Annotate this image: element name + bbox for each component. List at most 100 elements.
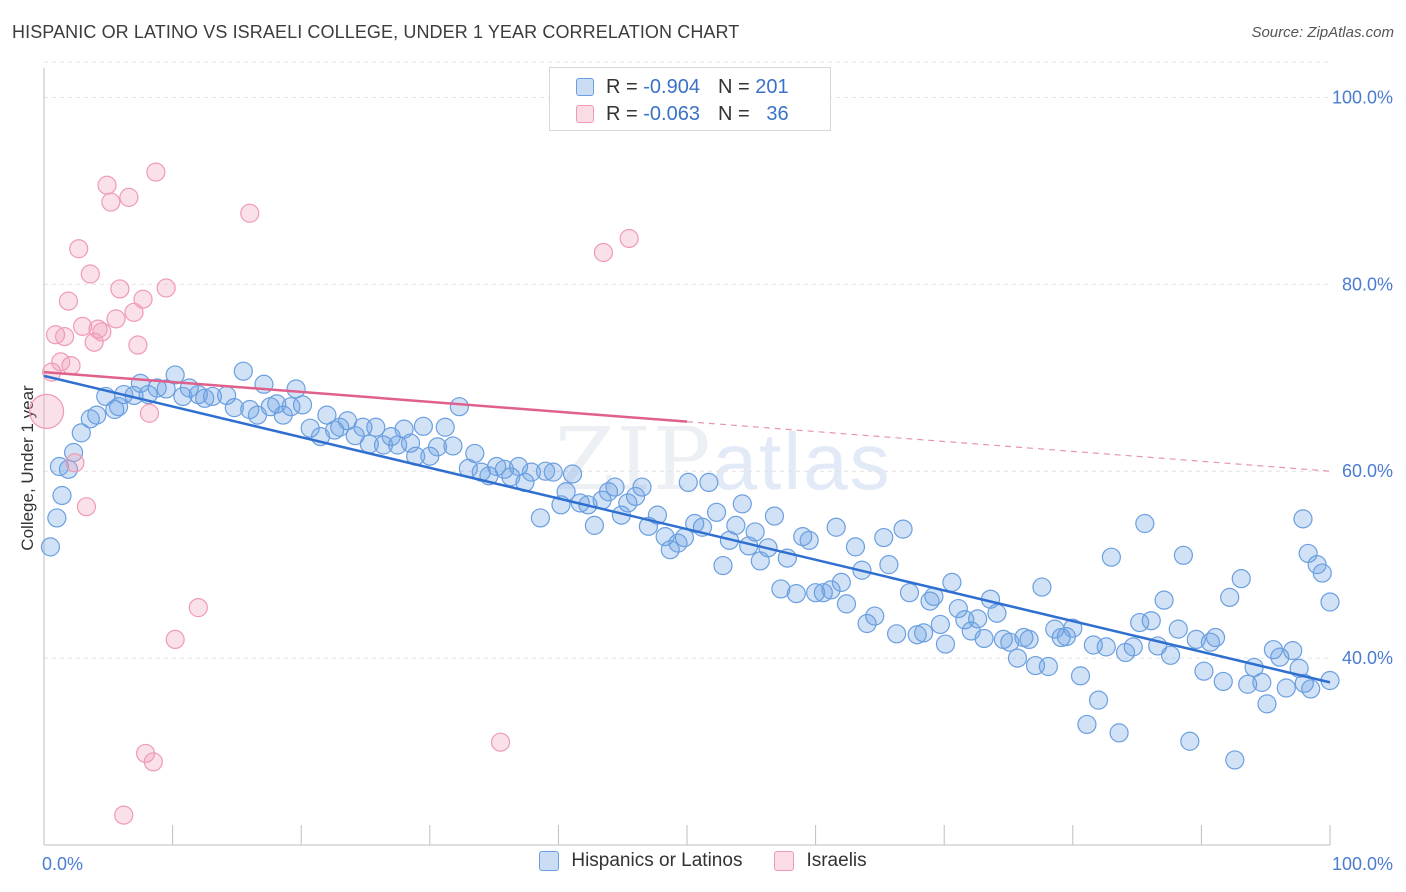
data-point-hispanics: [745, 522, 765, 542]
data-point-hispanics: [887, 624, 907, 644]
trend-line-israelis-extended: [686, 421, 1331, 472]
legend-n-value: 36: [766, 102, 789, 125]
legend-n-value: 201: [755, 75, 789, 98]
x-tick-label: 100.0%: [1332, 854, 1393, 874]
data-point-israelis: [188, 598, 208, 618]
data-point-israelis: [128, 335, 148, 355]
chart-title: HISPANIC OR LATINO VS ISRAELI COLLEGE, U…: [12, 22, 740, 42]
legend-r-value: -0.063: [643, 102, 700, 125]
legend-swatch-pink: [576, 105, 594, 123]
data-point-hispanics: [1263, 640, 1284, 660]
data-point-hispanics: [1168, 619, 1188, 639]
axes: [43, 68, 1331, 846]
legend-swatch-blue: [576, 78, 594, 96]
legend-row-hispanics: R = -0.904 N = 201: [576, 74, 789, 100]
legend-r-label: R =: [606, 75, 638, 98]
data-point-israelis: [69, 239, 89, 259]
data-point-israelis: [146, 162, 166, 182]
data-point-hispanics: [1283, 641, 1303, 661]
data-point-hispanics: [942, 572, 962, 592]
legend-label-israelis: Israelis: [806, 850, 867, 871]
data-point-hispanics: [625, 486, 646, 507]
data-point-hispanics: [1252, 672, 1272, 692]
data-point-hispanics: [713, 555, 733, 576]
data-point-hispanics: [427, 437, 448, 457]
data-point-israelis: [156, 278, 176, 298]
data-point-israelis: [110, 279, 130, 299]
data-point-hispanics: [1038, 656, 1058, 677]
data-point-hispanics: [699, 472, 719, 493]
y-tick-label: 60.0%: [1342, 461, 1393, 481]
data-point-hispanics: [494, 459, 514, 479]
data-point-hispanics: [543, 462, 563, 482]
data-point-israelis: [80, 264, 100, 284]
y-tick-label: 80.0%: [1342, 274, 1393, 294]
data-point-hispanics: [1173, 545, 1193, 565]
data-point-hispanics: [831, 572, 851, 592]
data-point-israelis: [119, 187, 139, 207]
data-point-hispanics: [63, 442, 84, 463]
data-point-israelis: [114, 805, 134, 825]
data-point-israelis: [139, 403, 160, 423]
data-point-hispanics: [366, 417, 386, 437]
tick-labels: 40.0% 60.0% 80.0% 100.0% 0.0% 100.0%: [42, 87, 1393, 874]
data-point-hispanics: [678, 472, 698, 493]
data-point-hispanics: [1257, 694, 1277, 714]
data-point-hispanics: [1186, 629, 1206, 650]
data-point-hispanics: [584, 515, 605, 535]
legend-row-israelis: R = -0.063 N = 36: [576, 101, 789, 127]
data-point-hispanics: [1101, 547, 1121, 567]
watermark: ZIPatlas: [555, 410, 892, 510]
data-point-hispanics: [443, 436, 463, 456]
y-tick-label: 100.0%: [1332, 87, 1393, 107]
data-point-hispanics: [501, 467, 521, 487]
data-point-hispanics: [47, 508, 67, 528]
data-point-hispanics: [465, 443, 485, 464]
data-point-hispanics: [893, 519, 913, 539]
trend-lines: [43, 370, 1331, 684]
data-point-hispanics: [1231, 569, 1251, 589]
data-point-israelis: [28, 393, 65, 429]
correlation-legend: R = -0.904 N = 201 R = -0.063 N = 36: [549, 67, 831, 131]
watermark-part1: ZIP: [555, 410, 713, 510]
data-point-hispanics: [726, 515, 746, 535]
data-point-israelis: [76, 497, 97, 517]
data-point-hispanics: [987, 603, 1007, 623]
data-point-hispanics: [49, 456, 70, 477]
data-point-hispanics: [605, 477, 625, 497]
data-point-hispanics: [394, 419, 414, 439]
data-point-hispanics: [1298, 543, 1318, 564]
data-point-israelis: [58, 291, 79, 311]
data-point-hispanics: [195, 388, 215, 408]
data-point-hispanics: [1293, 509, 1313, 529]
source-label: Source: ZipAtlas.com: [1251, 24, 1394, 41]
data-point-hispanics: [1109, 723, 1129, 743]
data-point-hispanics: [1123, 637, 1143, 657]
data-point-hispanics: [813, 583, 833, 603]
data-point-hispanics: [968, 609, 988, 629]
watermark-part2: atlas: [712, 417, 892, 506]
data-point-hispanics: [1070, 666, 1091, 686]
data-point-hispanics: [1063, 618, 1083, 638]
data-point-hispanics: [930, 614, 950, 635]
data-point-hispanics: [449, 397, 469, 417]
data-point-israelis: [97, 175, 117, 195]
data-point-hispanics: [1205, 627, 1226, 648]
trend-line-hispanics: [43, 374, 1331, 684]
legend-item-israelis: Israelis: [774, 850, 867, 872]
data-point-hispanics: [224, 398, 244, 418]
data-point-hispanics: [1312, 563, 1332, 583]
data-point-hispanics: [1320, 592, 1340, 612]
data-point-hispanics: [165, 365, 185, 385]
data-point-hispanics: [1141, 611, 1161, 631]
data-point-hispanics: [879, 555, 899, 575]
data-point-israelis: [133, 289, 153, 309]
data-point-israelis: [51, 352, 71, 372]
grid-lines: [44, 61, 1330, 659]
data-point-hispanics: [771, 579, 791, 599]
data-point-hispanics: [108, 397, 129, 417]
data-point-hispanics: [52, 485, 72, 506]
data-point-israelis: [101, 192, 121, 212]
data-point-hispanics: [530, 508, 550, 528]
data-point-hispanics: [1225, 750, 1245, 770]
